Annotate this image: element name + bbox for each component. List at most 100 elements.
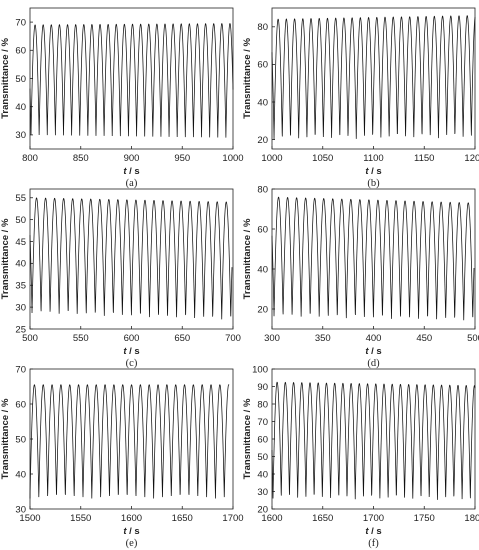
- x-tick-label: 650: [174, 333, 190, 344]
- y-tick-label: 30: [15, 504, 26, 515]
- x-tick-label: 450: [416, 333, 432, 344]
- x-tick-label: 1650: [172, 513, 193, 524]
- x-tick-label: 1600: [121, 513, 142, 524]
- x-tick-label: 1800: [464, 513, 479, 524]
- x-tick-label: 700: [225, 333, 241, 344]
- x-axis-label-var: t: [365, 346, 369, 357]
- x-axis-label: t / s: [365, 346, 381, 357]
- y-tick-label: 20: [257, 135, 268, 146]
- x-tick-label: 1700: [363, 513, 384, 524]
- y-tick-label: 20: [257, 504, 268, 515]
- transmittance-trace: [29, 22, 234, 138]
- y-tick-label: 50: [15, 434, 26, 445]
- y-tick-label: 50: [15, 215, 26, 226]
- y-tick-label: 45: [15, 237, 26, 248]
- y-tick-label: 40: [257, 97, 268, 108]
- x-axis-label: t / s: [365, 166, 381, 177]
- x-tick-label: 1200: [464, 153, 479, 164]
- x-axis-label-unit: / s: [368, 166, 381, 177]
- x-axis-label-unit: / s: [368, 346, 381, 357]
- y-tick-label: 80: [257, 399, 268, 410]
- y-tick-label: 50: [257, 452, 268, 463]
- x-tick-label: 950: [174, 153, 190, 164]
- panel-label: (c): [126, 358, 138, 369]
- chart-panel-4: 300 350 400 450 500 20 40 60 80 t / s Transmittanc…: [242, 184, 479, 369]
- y-tick-label: 30: [15, 130, 26, 141]
- y-tick-label: 25: [15, 324, 26, 335]
- x-tick-label: 1550: [70, 513, 91, 524]
- y-tick-label: 40: [15, 102, 26, 113]
- y-tick-label: 70: [15, 364, 26, 375]
- x-tick-label: 600: [124, 333, 140, 344]
- x-tick-label: 1700: [222, 513, 243, 524]
- x-tick-label: 1000: [222, 153, 243, 164]
- chart-panel-2: 1000 1050 1100 1150 1200 20 40 60 80 t / s Transmi…: [242, 7, 479, 189]
- y-tick-label: 35: [15, 281, 26, 292]
- y-tick-label: 60: [257, 434, 268, 445]
- x-axis-label-var: t: [365, 526, 369, 537]
- chart-panel-6: 1600 1650 1700 1750 1800 20 30 40 50 60 70 80 90 100 t…: [242, 364, 479, 549]
- y-tick-label: 30: [15, 302, 26, 313]
- x-axis-label-var: t: [123, 166, 127, 177]
- y-axis-label: Transmittance / %: [0, 38, 11, 119]
- x-tick-label: 1100: [363, 153, 383, 164]
- x-axis-label: t / s: [123, 526, 139, 537]
- x-tick-label: 550: [73, 333, 89, 344]
- panel-label: (d): [367, 358, 380, 369]
- y-axis-label: Transmittance / %: [242, 38, 253, 119]
- x-tick-label: 1500: [19, 513, 40, 524]
- y-tick-label: 70: [257, 417, 268, 428]
- y-tick-label: 20: [257, 304, 268, 315]
- y-tick-label: 40: [257, 264, 268, 275]
- transmittance-trace: [271, 196, 475, 321]
- chart-panel-3: 500 550 600 650 700 25 30 35 40 45 50 55 t / s Transm…: [0, 188, 241, 369]
- x-axis-label-unit: / s: [126, 166, 139, 177]
- x-axis-label-var: t: [123, 346, 127, 357]
- y-tick-label: 70: [15, 17, 26, 28]
- x-axis-label-var: t: [365, 166, 369, 177]
- plot-frame: [29, 368, 234, 510]
- y-tick-label: 60: [257, 224, 268, 235]
- y-tick-label: 60: [15, 46, 26, 57]
- panel-label: (f): [368, 538, 379, 549]
- y-tick-label: 60: [257, 60, 268, 71]
- x-tick-label: 850: [73, 153, 89, 164]
- x-axis-label: t / s: [365, 526, 381, 537]
- y-tick-label: 80: [257, 184, 268, 195]
- y-axis-label: Transmittance / %: [242, 398, 253, 479]
- x-tick-label: 1600: [261, 513, 282, 524]
- chart-panel-5: 1500 1550 1600 1650 1700 30 40 50 60 70 t / s Trans…: [0, 364, 244, 549]
- x-axis-label: t / s: [123, 346, 139, 357]
- y-tick-label: 40: [15, 469, 26, 480]
- y-axis-label: Transmittance / %: [0, 218, 11, 299]
- x-axis-label: t / s: [123, 166, 139, 177]
- x-tick-label: 500: [467, 333, 479, 344]
- y-tick-label: 50: [15, 74, 26, 85]
- y-tick-label: 30: [257, 487, 268, 498]
- x-tick-label: 900: [124, 153, 140, 164]
- panel-label: (a): [126, 178, 138, 189]
- y-axis-label: Transmittance / %: [0, 398, 11, 479]
- chart-panel-1: 800 850 900 950 1000 30 40 50 60 70 t / s Transmitt…: [0, 7, 244, 189]
- x-axis-label-unit: / s: [126, 526, 139, 537]
- x-axis-label-unit: / s: [368, 526, 381, 537]
- y-tick-label: 40: [15, 259, 26, 270]
- x-tick-label: 800: [22, 153, 38, 164]
- x-tick-label: 400: [366, 333, 382, 344]
- x-tick-label: 1050: [312, 153, 333, 164]
- transmittance-trace: [271, 15, 476, 140]
- x-tick-label: 1650: [312, 513, 333, 524]
- x-tick-label: 300: [264, 333, 280, 344]
- transmittance-trace: [29, 384, 230, 499]
- x-tick-label: 500: [22, 333, 38, 344]
- y-tick-label: 90: [257, 382, 268, 393]
- y-tick-label: 80: [257, 22, 268, 33]
- y-tick-label: 40: [257, 469, 268, 480]
- panel-label: (e): [126, 538, 138, 549]
- panel-label: (b): [367, 178, 380, 189]
- y-axis-label: Transmittance / %: [242, 218, 253, 299]
- y-tick-label: 60: [15, 399, 26, 410]
- transmittance-trace: [271, 381, 476, 500]
- plot-frame: [271, 7, 476, 150]
